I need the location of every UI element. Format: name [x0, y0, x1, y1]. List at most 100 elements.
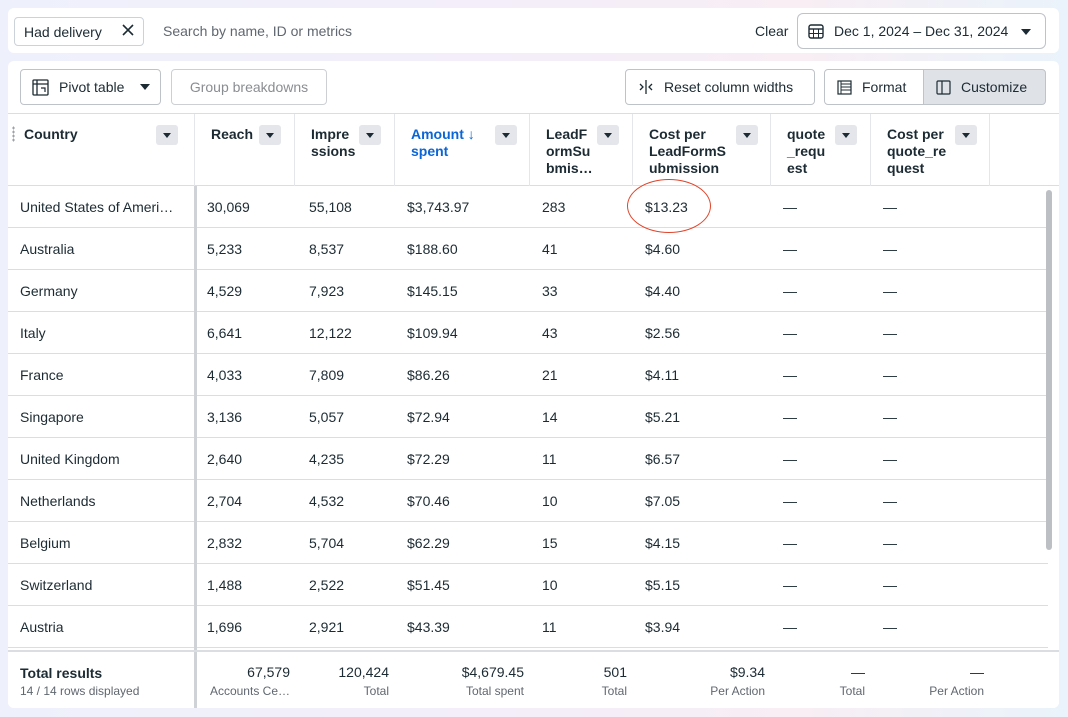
metric-cell: 2,640 [207, 451, 243, 467]
metric-cell: 11 [542, 451, 557, 467]
chevron-down-icon [266, 132, 274, 138]
close-icon[interactable] [121, 23, 135, 42]
table-row[interactable]: Australia 5,233 8,537 $188.60 41 $4.60 — — [8, 228, 1048, 270]
table-row[interactable]: Italy 6,641 12,122 $109.94 43 $2.56 — — [8, 312, 1048, 354]
table-row[interactable]: Belgium 2,832 5,704 $62.29 15 $4.15 — — [8, 522, 1048, 564]
group-breakdowns-button[interactable]: Group breakdowns [171, 69, 327, 105]
country-cell[interactable]: United Kingdom [20, 451, 120, 467]
country-cell[interactable]: Australia [20, 241, 75, 257]
search-input[interactable]: Search by name, ID or metrics [163, 23, 353, 39]
column-header-country[interactable]: Country [8, 114, 195, 186]
column-header-label: Cost per quote_re quest [887, 126, 947, 176]
table-footer: Total results 14 / 14 rows displayed 67,… [8, 650, 1059, 708]
metric-cell: 14 [542, 409, 558, 425]
date-range-label: Dec 1, 2024 – Dec 31, 2024 [834, 23, 1009, 39]
frozen-column-divider [194, 186, 197, 650]
table-row[interactable]: United Kingdom 2,640 4,235 $72.29 11 $6.57 — — [8, 438, 1048, 480]
column-header-cost-per-quote-request[interactable]: Cost per quote_re quest [871, 114, 990, 186]
table-row[interactable]: United States of Ameri… 30,069 55,108 $3,74… [8, 186, 1048, 228]
metric-cell: 30,069 [207, 199, 250, 215]
column-menu-button[interactable] [495, 125, 517, 145]
chevron-down-icon [962, 132, 970, 138]
footer-total-label: Total [601, 684, 627, 698]
column-menu-button[interactable] [835, 125, 857, 145]
country-cell[interactable]: Netherlands [20, 493, 96, 509]
column-header-quote-request[interactable]: quote _requ est [771, 114, 871, 186]
column-menu-button[interactable] [259, 125, 281, 145]
pivot-table-label: Pivot table [59, 79, 125, 95]
metric-cell: $145.15 [407, 283, 458, 299]
drag-handle-icon[interactable] [12, 126, 15, 142]
country-cell[interactable]: Belgium [20, 535, 71, 551]
metric-cell: 10 [542, 493, 558, 509]
metric-cell: — [883, 619, 897, 635]
column-menu-button[interactable] [597, 125, 619, 145]
clear-button[interactable]: Clear [755, 23, 789, 39]
vertical-scrollbar[interactable] [1046, 190, 1052, 550]
country-cell[interactable]: Switzerland [20, 577, 93, 593]
footer-total-value: 501 [603, 664, 627, 680]
metric-cell: $109.94 [407, 325, 458, 341]
metric-cell: 4,235 [309, 451, 345, 467]
chevron-down-icon [502, 132, 510, 138]
column-header-cost-per-leadform[interactable]: Cost per LeadFormS ubmission [633, 114, 771, 186]
table-row[interactable]: Germany 4,529 7,923 $145.15 33 $4.40 — — [8, 270, 1048, 312]
pivot-table-button[interactable]: Pivot table [20, 69, 161, 105]
metric-cell: 7,809 [309, 367, 345, 383]
metric-cell: 283 [542, 199, 566, 215]
metric-cell: 33 [542, 283, 558, 299]
column-menu-button[interactable] [156, 125, 178, 145]
chevron-down-icon [842, 132, 850, 138]
country-cell[interactable]: United States of Ameri… [20, 199, 174, 215]
metric-cell: 2,832 [207, 535, 243, 551]
footer-total-value: $9.34 [729, 664, 765, 680]
column-menu-button[interactable] [955, 125, 977, 145]
metric-cell: 1,696 [207, 619, 243, 635]
metric-cell: 5,233 [207, 241, 243, 257]
chevron-down-icon [366, 132, 374, 138]
report-panel: Pivot table Group breakdowns Reset colum… [8, 61, 1059, 708]
frozen-column-divider [194, 652, 197, 708]
metric-cell: — [883, 283, 897, 299]
column-header-amount-spent[interactable]: Amount ↓ spent [395, 114, 530, 186]
table-row[interactable]: France 4,033 7,809 $86.26 21 $4.11 — — [8, 354, 1048, 396]
footer-total-label: Per Action [710, 684, 765, 698]
table-row[interactable]: Singapore 3,136 5,057 $72.94 14 $5.21 — — [8, 396, 1048, 438]
chevron-down-icon [140, 84, 151, 90]
table-row[interactable]: Switzerland 1,488 2,522 $51.45 10 $5.15 — — [8, 564, 1048, 606]
filter-chip-label: Had delivery [24, 23, 102, 40]
metric-cell: 3,136 [207, 409, 243, 425]
metric-cell: 5,704 [309, 535, 345, 551]
column-header-impressions[interactable]: Impre ssions [295, 114, 395, 186]
metric-cell: $2.56 [645, 325, 681, 341]
column-header-leadform-submissions[interactable]: LeadF ormSu bmis… [530, 114, 633, 186]
footer-total-label: Accounts Ce… [209, 684, 290, 698]
metric-cell: 4,529 [207, 283, 243, 299]
column-menu-button[interactable] [359, 125, 381, 145]
table-row[interactable]: Austria 1,696 2,921 $43.39 11 $3.94 — — [8, 606, 1048, 648]
reset-column-widths-button[interactable]: Reset column widths [625, 69, 815, 105]
metric-cell: $51.45 [407, 577, 450, 593]
metric-cell: 7,923 [309, 283, 345, 299]
footer-total-label: Total spent [465, 684, 524, 698]
filter-chip[interactable]: Had delivery [14, 17, 144, 46]
table-row[interactable]: Netherlands 2,704 4,532 $70.46 10 $7.05 — — [8, 480, 1048, 522]
format-button[interactable]: Format [824, 69, 924, 105]
metric-cell: $72.94 [407, 409, 450, 425]
column-header-reach[interactable]: Reach [195, 114, 295, 186]
column-header-label: quote _requ est [787, 126, 826, 176]
column-header-label: Country [24, 126, 78, 142]
country-cell[interactable]: Germany [20, 283, 78, 299]
metric-cell: — [783, 451, 797, 467]
country-cell[interactable]: Italy [20, 325, 46, 341]
country-cell[interactable]: Singapore [20, 409, 84, 425]
metric-cell: $7.05 [645, 493, 681, 509]
metric-cell: 11 [542, 619, 557, 635]
date-range-picker[interactable]: Dec 1, 2024 – Dec 31, 2024 [797, 13, 1046, 49]
metric-cell: — [783, 535, 797, 551]
column-menu-button[interactable] [736, 125, 758, 145]
country-cell[interactable]: Austria [20, 619, 64, 635]
country-cell[interactable]: France [20, 367, 64, 383]
metric-cell: $3,743.97 [407, 199, 470, 215]
customize-button[interactable]: Customize [923, 69, 1046, 105]
